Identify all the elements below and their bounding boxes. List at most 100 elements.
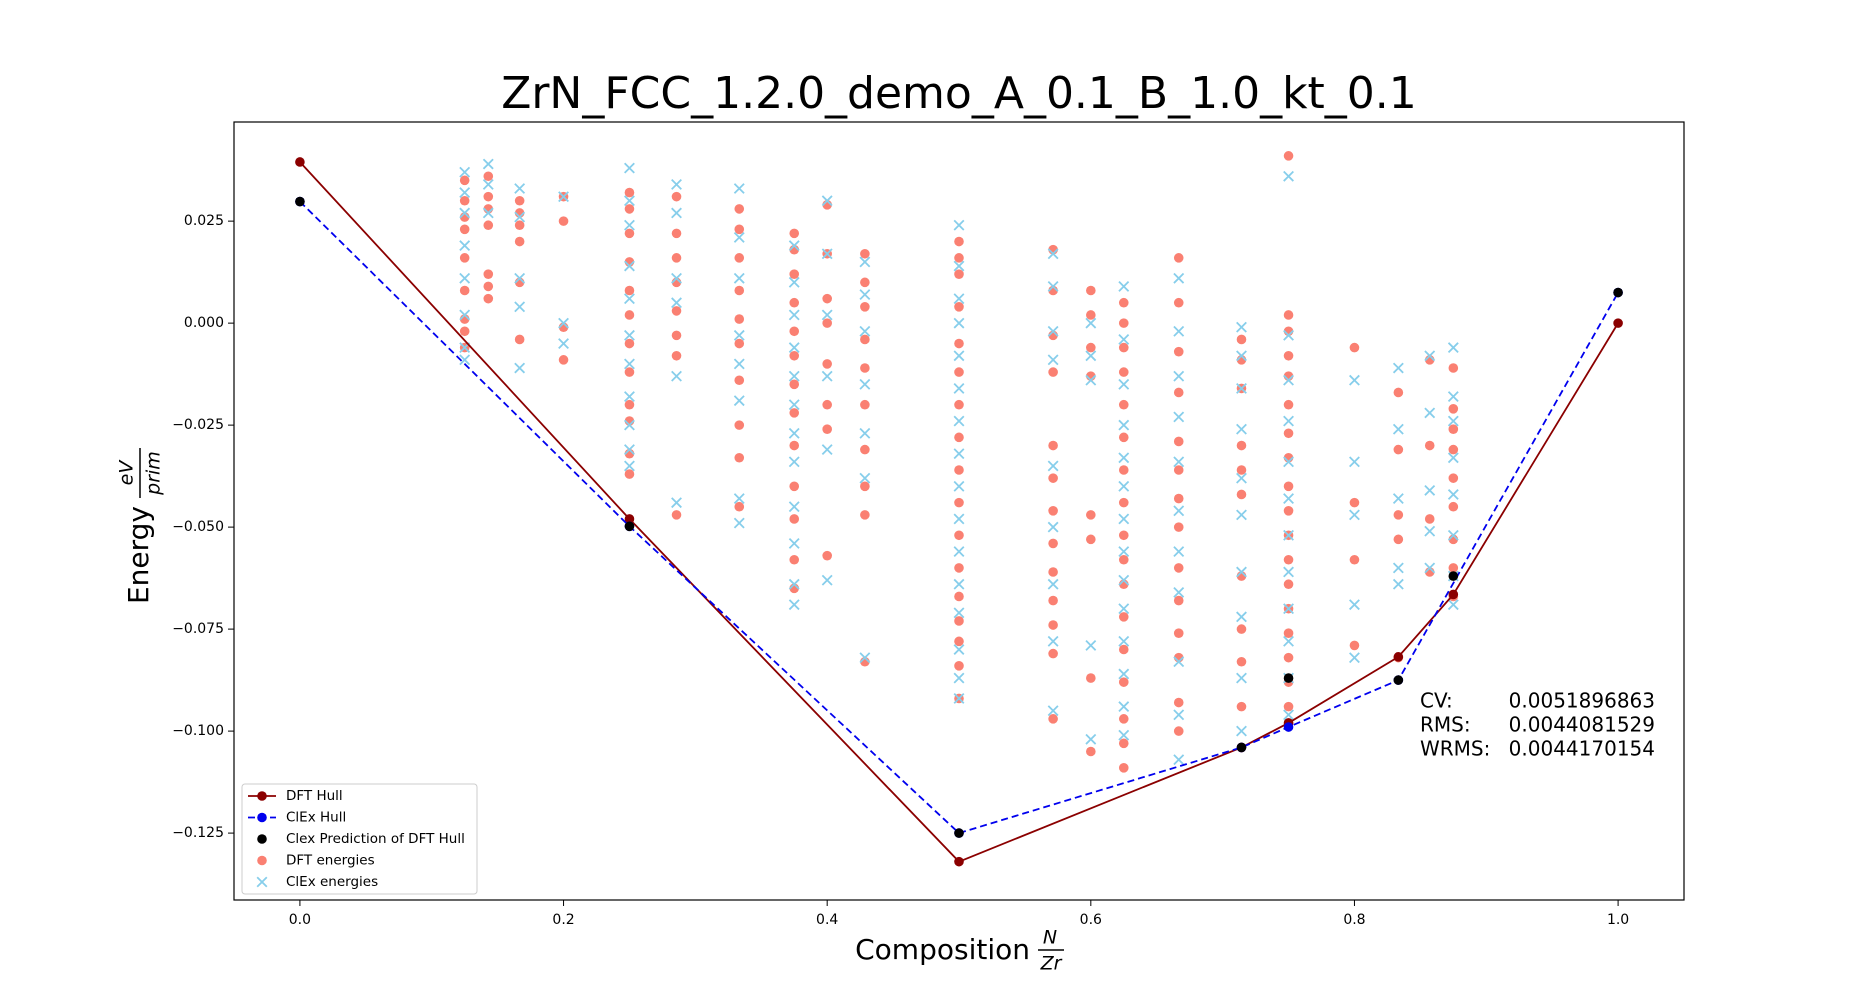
point	[1173, 436, 1184, 447]
point	[483, 293, 494, 304]
x-marker	[514, 362, 526, 374]
plot-frame	[233, 121, 1685, 901]
y-label-num: eV	[116, 459, 138, 486]
point	[295, 196, 305, 207]
point	[1349, 640, 1360, 651]
x-marker	[1392, 362, 1404, 374]
x-marker	[1349, 374, 1360, 386]
point	[1448, 563, 1459, 573]
point	[954, 636, 964, 647]
x-marker	[788, 342, 800, 354]
point	[624, 204, 635, 214]
x-marker	[733, 272, 745, 284]
point	[1048, 538, 1058, 549]
point	[459, 326, 470, 337]
x-marker	[1392, 423, 1404, 435]
point	[734, 224, 745, 235]
x-marker	[1424, 407, 1436, 419]
x-marker	[1236, 472, 1247, 484]
point	[1086, 310, 1096, 320]
point	[1173, 493, 1184, 504]
x-label-den: Zr	[1040, 953, 1063, 975]
legend-label: DFT energies	[286, 853, 375, 869]
point	[789, 481, 800, 492]
point	[954, 236, 964, 247]
point	[789, 350, 800, 361]
x-marker	[1118, 635, 1130, 647]
x-marker	[821, 370, 833, 382]
point	[1236, 465, 1247, 475]
x-marker	[1085, 733, 1097, 745]
point	[1173, 387, 1184, 398]
point	[1048, 505, 1058, 516]
x-marker	[953, 672, 965, 684]
x-marker	[1392, 578, 1404, 590]
point	[624, 399, 635, 410]
point	[860, 248, 870, 259]
legend-label: DFT Hull	[286, 788, 343, 804]
x-marker	[1447, 391, 1459, 403]
x-marker	[1349, 509, 1360, 521]
x-marker	[671, 497, 682, 509]
legend-label: Clex Prediction of DFT Hull	[286, 831, 465, 847]
point	[1118, 554, 1129, 565]
x-marker	[1085, 374, 1097, 386]
metric-value: 0.0051896863	[1509, 689, 1655, 713]
point	[1173, 253, 1184, 263]
x-marker	[1349, 599, 1360, 611]
point	[954, 530, 964, 541]
x-marker	[1047, 248, 1059, 260]
point	[459, 175, 470, 186]
point	[1393, 510, 1404, 520]
point	[295, 157, 305, 167]
point	[954, 856, 964, 867]
point	[734, 420, 745, 430]
point	[1086, 534, 1096, 545]
point	[734, 314, 745, 324]
x-marker	[953, 513, 965, 525]
x-marker	[671, 207, 682, 219]
series-4	[459, 158, 1459, 766]
x-marker	[1173, 456, 1185, 468]
x-marker	[671, 297, 682, 309]
x-label-text: Composition	[855, 933, 1030, 966]
point	[1086, 342, 1096, 353]
x-marker	[953, 578, 965, 590]
x-marker	[1118, 546, 1130, 558]
metric-label: RMS:	[1420, 713, 1471, 737]
point	[1424, 440, 1435, 451]
x-marker	[1236, 725, 1247, 737]
x-marker	[953, 448, 965, 460]
chart-title: ZrN_FCC_1.2.0_demo_A_0.1_B_1.0_kt_0.1	[501, 68, 1417, 119]
point	[1173, 522, 1184, 532]
point	[789, 440, 800, 451]
x-label-num: N	[1043, 927, 1057, 949]
point	[1236, 656, 1247, 667]
x-marker	[859, 652, 871, 664]
x-marker	[1283, 529, 1294, 541]
point	[1283, 481, 1294, 492]
point	[624, 338, 635, 349]
point	[954, 269, 964, 279]
point	[1118, 612, 1129, 622]
point	[459, 253, 470, 263]
point	[624, 521, 635, 532]
x-marker	[1047, 635, 1059, 647]
point	[1048, 367, 1058, 377]
x-marker	[1447, 599, 1459, 611]
point	[1236, 440, 1247, 451]
x-marker	[733, 493, 745, 504]
x-marker	[1173, 546, 1185, 558]
x-marker	[788, 240, 800, 252]
x-marker	[953, 350, 965, 362]
x-tick-label: 0.2	[552, 912, 574, 928]
point	[1118, 497, 1129, 508]
x-marker	[1236, 423, 1247, 435]
x-marker	[558, 338, 569, 349]
x-marker	[1118, 513, 1130, 525]
point	[954, 563, 964, 573]
point	[1393, 652, 1404, 662]
x-marker	[1173, 272, 1185, 284]
x-marker	[1118, 668, 1130, 680]
x-marker	[953, 693, 965, 704]
